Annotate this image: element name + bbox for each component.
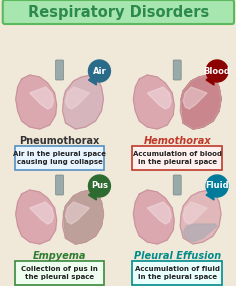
- FancyBboxPatch shape: [132, 146, 222, 170]
- FancyBboxPatch shape: [173, 60, 181, 80]
- Text: Pus: Pus: [91, 182, 108, 190]
- Polygon shape: [180, 190, 221, 244]
- Polygon shape: [63, 190, 103, 244]
- Polygon shape: [183, 87, 207, 109]
- Text: Pneumothorax: Pneumothorax: [19, 136, 100, 146]
- FancyBboxPatch shape: [15, 261, 105, 285]
- Text: Air: Air: [93, 67, 106, 76]
- FancyBboxPatch shape: [3, 0, 234, 24]
- Text: Blood: Blood: [204, 67, 231, 76]
- FancyBboxPatch shape: [132, 261, 222, 285]
- Polygon shape: [181, 75, 221, 129]
- Polygon shape: [88, 75, 97, 85]
- Text: causing lung collapse: causing lung collapse: [17, 159, 102, 165]
- FancyBboxPatch shape: [173, 175, 181, 195]
- Circle shape: [88, 60, 110, 82]
- Polygon shape: [66, 87, 89, 109]
- FancyBboxPatch shape: [15, 146, 105, 170]
- Text: Accumulation of fluid: Accumulation of fluid: [135, 266, 220, 272]
- Polygon shape: [133, 75, 174, 129]
- Text: Respiratory Disorders: Respiratory Disorders: [28, 5, 209, 19]
- Circle shape: [206, 60, 228, 82]
- Text: in the pleural space: in the pleural space: [138, 159, 217, 165]
- Polygon shape: [30, 202, 54, 224]
- FancyBboxPatch shape: [56, 175, 63, 195]
- Text: Accumulation of blood: Accumulation of blood: [133, 151, 222, 157]
- Polygon shape: [133, 190, 174, 244]
- Polygon shape: [183, 224, 217, 242]
- Polygon shape: [147, 202, 171, 224]
- Polygon shape: [30, 87, 54, 109]
- Polygon shape: [16, 75, 57, 129]
- Text: in the pleural space: in the pleural space: [138, 274, 217, 280]
- Circle shape: [88, 175, 110, 197]
- Polygon shape: [63, 190, 103, 244]
- Polygon shape: [88, 190, 97, 200]
- Text: Fluid: Fluid: [205, 182, 229, 190]
- Polygon shape: [147, 87, 171, 109]
- Text: the pleural space: the pleural space: [25, 274, 94, 280]
- FancyBboxPatch shape: [56, 60, 63, 80]
- Polygon shape: [63, 75, 103, 129]
- Text: Empyema: Empyema: [33, 251, 86, 261]
- Text: Air in the pleural space: Air in the pleural space: [13, 151, 106, 157]
- Text: Hemothorax: Hemothorax: [143, 136, 211, 146]
- Polygon shape: [206, 190, 214, 200]
- Circle shape: [206, 175, 228, 197]
- Polygon shape: [206, 75, 214, 85]
- Text: Pleural Effusion: Pleural Effusion: [134, 251, 221, 261]
- Polygon shape: [63, 75, 103, 129]
- Polygon shape: [180, 75, 221, 129]
- Text: Collection of pus in: Collection of pus in: [21, 266, 98, 272]
- Polygon shape: [183, 202, 207, 224]
- Polygon shape: [16, 190, 57, 244]
- Polygon shape: [66, 202, 89, 224]
